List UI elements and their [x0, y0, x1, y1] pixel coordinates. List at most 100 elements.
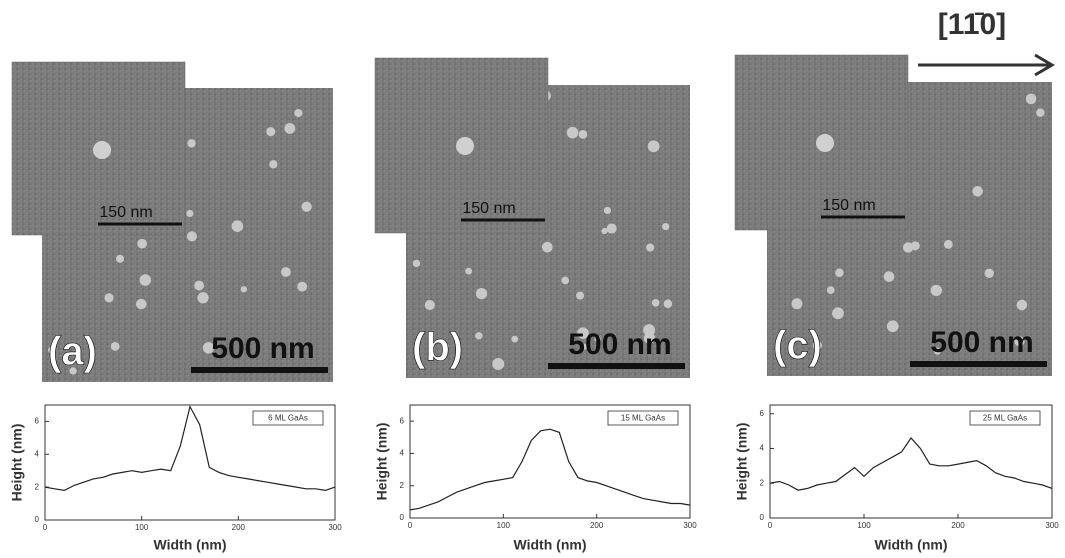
- island: [972, 186, 983, 197]
- island: [604, 207, 611, 214]
- island: [116, 255, 124, 263]
- island: [944, 240, 953, 249]
- y-tick-label: 4: [35, 449, 40, 458]
- island: [111, 342, 120, 351]
- island: [104, 293, 113, 302]
- y-tick-label: 0: [760, 513, 765, 522]
- island: [284, 123, 295, 134]
- island: [576, 292, 584, 300]
- y-tick-label: 0: [35, 515, 40, 524]
- island: [607, 224, 617, 234]
- island: [903, 242, 913, 252]
- x-axis-label: Width (nm): [514, 537, 587, 553]
- island: [187, 139, 195, 147]
- island: [887, 320, 899, 332]
- island: [1017, 300, 1028, 311]
- x-tick-label: 0: [43, 523, 48, 532]
- island: [197, 292, 208, 303]
- x-tick-label: 200: [232, 523, 246, 532]
- y-axis-label: Height (nm): [9, 424, 25, 502]
- island: [232, 220, 244, 232]
- island: [567, 127, 579, 139]
- panel-label: (c): [773, 324, 822, 368]
- x-tick-label: 0: [408, 521, 413, 530]
- island: [832, 307, 844, 319]
- island: [1026, 94, 1037, 105]
- inset-scale-label: 150 nm: [822, 197, 875, 214]
- y-tick-label: 6: [760, 409, 765, 418]
- x-tick-label: 200: [590, 521, 604, 530]
- x-axis-label: Width (nm): [154, 537, 227, 553]
- island: [475, 332, 482, 339]
- x-tick-label: 300: [1045, 521, 1059, 530]
- island: [662, 223, 669, 230]
- island: [413, 260, 420, 267]
- island: [136, 299, 147, 310]
- x-tick-label: 100: [857, 521, 871, 530]
- island: [791, 298, 802, 309]
- island: [835, 268, 844, 277]
- island: [269, 160, 277, 168]
- inset-scale-label: 150 nm: [99, 204, 152, 221]
- island: [931, 285, 942, 296]
- x-tick-label: 0: [768, 521, 773, 530]
- island: [137, 239, 147, 249]
- x-tick-label: 300: [328, 523, 342, 532]
- island: [294, 109, 302, 117]
- island: [139, 274, 151, 286]
- x-tick-label: 200: [951, 521, 965, 530]
- island: [241, 286, 247, 292]
- y-tick-label: 4: [760, 444, 765, 453]
- island: [456, 137, 474, 155]
- island: [985, 269, 994, 278]
- island: [601, 228, 607, 234]
- x-tick-label: 100: [135, 523, 149, 532]
- island: [542, 242, 553, 253]
- figure: [11̄0] 150 nm (a) 500 nm 150 nm (b) 500 nm 150…: [0, 0, 1065, 558]
- island: [648, 140, 660, 152]
- legend-entry: 6 ML GaAs: [268, 414, 308, 423]
- island: [561, 277, 569, 285]
- island: [646, 243, 654, 251]
- island: [664, 300, 673, 309]
- island: [827, 286, 835, 294]
- island: [297, 282, 307, 292]
- y-axis-label: Height (nm): [734, 423, 750, 501]
- legend-entry: 25 ML GaAs: [983, 414, 1027, 423]
- panel-label: (a): [48, 330, 97, 374]
- island: [492, 358, 504, 370]
- y-tick-label: 2: [35, 482, 40, 491]
- island: [884, 271, 895, 282]
- island: [476, 288, 487, 299]
- island: [186, 210, 193, 217]
- x-tick-label: 100: [497, 521, 511, 530]
- panel-label: (b): [412, 326, 463, 370]
- direction-label: [11̄0]: [938, 8, 1006, 41]
- y-tick-label: 2: [760, 478, 765, 487]
- island: [816, 134, 834, 152]
- island: [1036, 108, 1044, 116]
- scale-label: 500 nm: [930, 326, 1033, 359]
- island: [187, 231, 197, 241]
- island: [511, 336, 518, 343]
- island: [465, 268, 472, 275]
- y-tick-label: 6: [400, 416, 405, 425]
- island: [93, 141, 111, 159]
- y-tick-label: 6: [35, 417, 40, 426]
- island: [281, 267, 291, 277]
- island: [266, 127, 275, 136]
- y-tick-label: 2: [400, 481, 405, 490]
- scale-label: 500 nm: [568, 328, 671, 361]
- inset-scale-label: 150 nm: [462, 200, 515, 217]
- legend-entry: 15 ML GaAs: [621, 414, 665, 423]
- x-axis-label: Width (nm): [875, 537, 948, 553]
- island: [652, 299, 660, 307]
- island: [194, 281, 204, 291]
- x-tick-label: 300: [683, 521, 697, 530]
- y-tick-label: 0: [400, 513, 405, 522]
- island: [579, 130, 588, 139]
- island: [425, 300, 435, 310]
- y-axis-label: Height (nm): [374, 423, 390, 501]
- scale-label: 500 nm: [211, 332, 314, 365]
- y-tick-label: 4: [400, 449, 405, 458]
